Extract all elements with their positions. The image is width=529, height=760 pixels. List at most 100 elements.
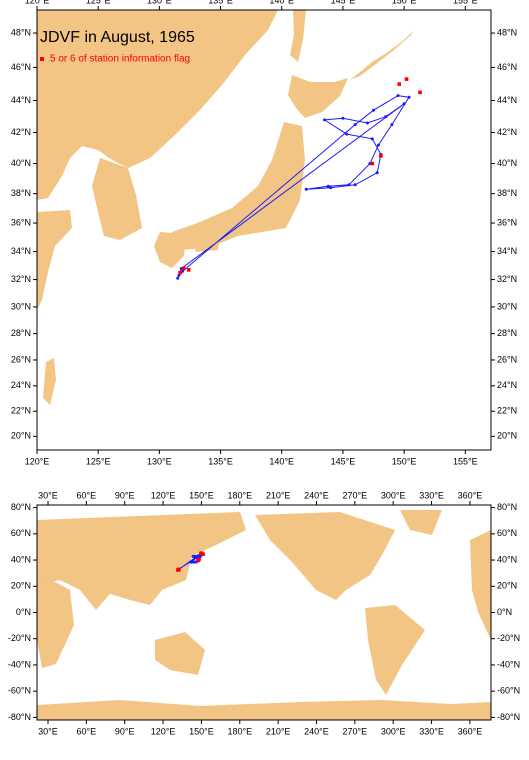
- flagged-station: [379, 154, 383, 158]
- y-tick-label: 26°N: [497, 354, 517, 364]
- x-tick-label: 120°E: [151, 726, 176, 736]
- y-tick-label: 40°N: [11, 554, 31, 564]
- station: [353, 183, 357, 187]
- x-tick-label: 155°E: [453, 0, 478, 5]
- x-tick-label: 270°E: [343, 726, 368, 736]
- x-tick-label: 150°E: [189, 726, 214, 736]
- x-tick-label: 120°E: [151, 490, 176, 500]
- station: [396, 94, 400, 98]
- x-tick-label: 90°E: [115, 490, 135, 500]
- station: [189, 560, 193, 564]
- y-tick-label: -20°N: [8, 633, 31, 643]
- north-america: [255, 512, 395, 600]
- y-tick-label: 42°N: [497, 127, 517, 137]
- station: [193, 554, 197, 558]
- legend-label: 5 or 6 of station information flag: [50, 54, 190, 65]
- flagged-station: [404, 77, 409, 81]
- station: [192, 560, 196, 564]
- station: [323, 118, 327, 122]
- x-tick-label: 145°E: [331, 0, 356, 5]
- y-tick-label: 32°N: [497, 274, 517, 284]
- legend-marker: [40, 57, 44, 61]
- y-tick-label: 44°N: [497, 95, 517, 105]
- x-tick-label: 155°E: [453, 456, 478, 466]
- x-tick-label: 120°E: [25, 456, 50, 466]
- x-tick-label: 135°E: [208, 0, 233, 5]
- x-tick-label: 300°E: [381, 726, 406, 736]
- x-tick-label: 360°E: [458, 490, 483, 500]
- y-tick-label: 32°N: [11, 274, 31, 284]
- station: [353, 123, 357, 127]
- y-tick-label: 24°N: [497, 380, 517, 390]
- y-tick-label: 42°N: [11, 127, 31, 137]
- station: [407, 95, 411, 99]
- china-coast: [37, 210, 72, 310]
- y-tick-label: -80°N: [497, 712, 520, 722]
- y-tick-label: 28°N: [11, 328, 31, 338]
- y-tick-label: 40°N: [11, 158, 31, 168]
- y-tick-label: 34°N: [497, 246, 517, 256]
- x-tick-label: 150°E: [392, 456, 417, 466]
- y-tick-label: 40°N: [497, 158, 517, 168]
- hokkaido: [288, 75, 348, 118]
- x-tick-label: 90°E: [115, 726, 135, 736]
- x-tick-label: 180°E: [227, 726, 252, 736]
- y-tick-label: -80°N: [8, 712, 31, 722]
- x-tick-label: 300°E: [381, 490, 406, 500]
- y-tick-label: 38°N: [497, 188, 517, 198]
- y-tick-label: -60°N: [497, 686, 520, 696]
- y-tick-label: -40°N: [497, 659, 520, 669]
- y-tick-label: 44°N: [11, 95, 31, 105]
- y-tick-label: 38°N: [11, 188, 31, 198]
- flagged-station: [418, 90, 422, 95]
- shikoku: [192, 236, 220, 252]
- x-tick-label: 60°E: [77, 726, 97, 736]
- greenland: [400, 510, 442, 535]
- bottom-land: [37, 510, 491, 720]
- y-tick-label: 26°N: [11, 354, 31, 364]
- station: [372, 108, 376, 112]
- y-tick-label: 60°N: [497, 528, 517, 538]
- y-tick-label: 48°N: [11, 27, 31, 37]
- x-tick-label: 270°E: [343, 490, 368, 500]
- x-tick-label: 145°E: [331, 456, 356, 466]
- station: [375, 171, 379, 175]
- y-tick-label: 36°N: [11, 217, 31, 227]
- antarctica: [37, 700, 491, 720]
- station: [376, 143, 380, 147]
- x-tick-label: 30°E: [38, 726, 58, 736]
- x-tick-label: 240°E: [304, 490, 329, 500]
- y-tick-label: 20°N: [11, 431, 31, 441]
- y-tick-label: -40°N: [8, 659, 31, 669]
- y-tick-label: 80°N: [497, 502, 517, 512]
- top-land: [37, 10, 414, 405]
- asia-mainland: [37, 10, 278, 200]
- flagged-station: [177, 567, 181, 572]
- korea: [92, 158, 142, 240]
- station: [341, 116, 345, 120]
- y-tick-label: 80°N: [11, 502, 31, 512]
- x-tick-label: 210°E: [266, 726, 291, 736]
- y-tick-label: 22°N: [11, 406, 31, 416]
- kyushu: [154, 232, 186, 268]
- y-tick-label: 40°N: [497, 554, 517, 564]
- flagged-station: [397, 82, 402, 86]
- x-tick-label: 60°E: [77, 490, 97, 500]
- y-tick-label: 22°N: [497, 406, 517, 416]
- y-tick-label: 46°N: [497, 62, 517, 72]
- y-tick-label: 20°N: [11, 581, 31, 591]
- x-tick-label: 140°E: [269, 0, 294, 5]
- station: [402, 102, 406, 106]
- x-tick-label: 30°E: [38, 490, 58, 500]
- station: [176, 276, 180, 280]
- europe-africa-right: [470, 530, 491, 640]
- x-tick-label: 120°E: [25, 0, 50, 5]
- x-tick-label: 240°E: [304, 726, 329, 736]
- flagged-station: [370, 161, 375, 166]
- eurasia: [37, 512, 246, 610]
- africa: [37, 572, 74, 668]
- sakhalin: [290, 10, 306, 62]
- flagged-station: [196, 558, 200, 562]
